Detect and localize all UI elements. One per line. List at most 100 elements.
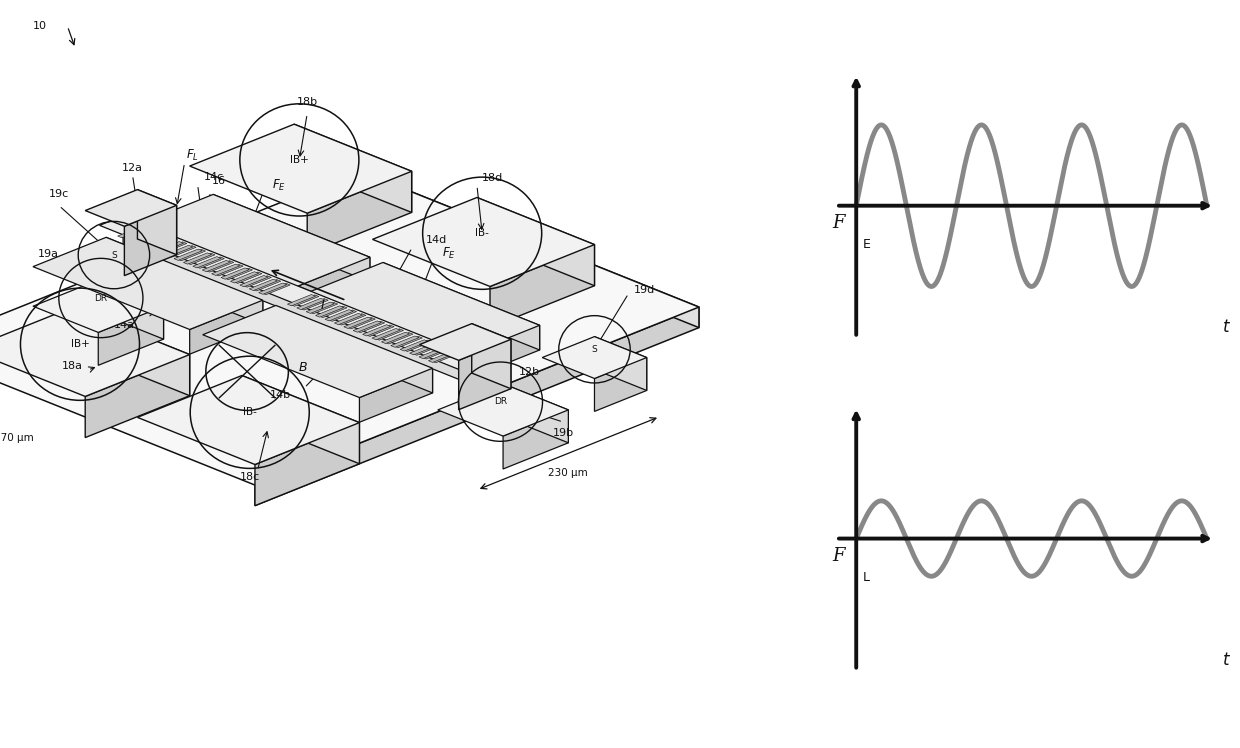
Polygon shape (177, 249, 206, 261)
Polygon shape (190, 124, 412, 213)
Text: DR: DR (94, 293, 108, 302)
Polygon shape (347, 317, 376, 329)
Text: S: S (591, 345, 598, 354)
Polygon shape (360, 171, 699, 328)
Polygon shape (99, 216, 489, 372)
Polygon shape (362, 325, 391, 336)
Polygon shape (262, 283, 290, 295)
Polygon shape (308, 171, 412, 254)
Polygon shape (243, 276, 272, 287)
Polygon shape (409, 343, 438, 355)
Text: t: t (1223, 318, 1229, 336)
Polygon shape (86, 190, 176, 227)
Polygon shape (419, 347, 448, 358)
Polygon shape (107, 237, 263, 325)
Polygon shape (120, 227, 149, 238)
Polygon shape (72, 307, 190, 396)
Polygon shape (124, 206, 176, 276)
Polygon shape (212, 264, 239, 275)
Polygon shape (275, 305, 433, 393)
Polygon shape (335, 313, 362, 325)
Polygon shape (383, 263, 539, 350)
Polygon shape (255, 307, 699, 506)
Polygon shape (184, 253, 212, 264)
Polygon shape (62, 242, 166, 284)
Text: L: L (862, 571, 869, 584)
Polygon shape (382, 332, 409, 343)
Polygon shape (594, 358, 647, 411)
Polygon shape (384, 333, 413, 344)
Polygon shape (98, 280, 164, 339)
Polygon shape (213, 194, 370, 282)
Polygon shape (296, 257, 370, 311)
Polygon shape (394, 337, 423, 348)
Polygon shape (413, 344, 441, 355)
Polygon shape (215, 265, 243, 276)
Polygon shape (196, 257, 224, 269)
Polygon shape (310, 263, 539, 355)
Text: 14b: 14b (270, 390, 291, 400)
Polygon shape (253, 280, 280, 291)
Polygon shape (401, 340, 428, 351)
Polygon shape (138, 375, 360, 465)
Polygon shape (343, 317, 372, 328)
Text: 18c: 18c (239, 472, 260, 482)
Polygon shape (309, 302, 337, 314)
Polygon shape (167, 245, 196, 257)
Polygon shape (490, 245, 594, 328)
Text: IB-: IB- (475, 228, 489, 238)
Polygon shape (391, 336, 419, 347)
Polygon shape (155, 242, 184, 253)
Text: 230 μm: 230 μm (548, 468, 588, 478)
Text: 19b: 19b (553, 429, 574, 438)
Text: $F_E$: $F_E$ (441, 246, 455, 261)
Polygon shape (130, 230, 159, 242)
Polygon shape (296, 298, 325, 310)
Polygon shape (466, 325, 539, 379)
Polygon shape (306, 302, 335, 313)
Polygon shape (503, 410, 568, 469)
Polygon shape (422, 348, 450, 359)
Text: F: F (832, 547, 844, 565)
Polygon shape (186, 253, 215, 265)
Text: 18a: 18a (62, 361, 83, 371)
Polygon shape (149, 238, 177, 250)
Polygon shape (33, 280, 164, 332)
Polygon shape (202, 305, 433, 398)
Polygon shape (325, 310, 353, 321)
Polygon shape (459, 340, 511, 410)
Text: 14c: 14c (203, 172, 223, 183)
Polygon shape (86, 355, 190, 438)
Polygon shape (432, 352, 460, 363)
Text: 16: 16 (212, 176, 226, 186)
Text: t: t (1223, 651, 1229, 669)
Polygon shape (118, 227, 146, 238)
Polygon shape (140, 194, 370, 286)
Polygon shape (542, 337, 647, 378)
Polygon shape (471, 324, 511, 389)
Polygon shape (353, 321, 382, 332)
Polygon shape (242, 375, 360, 464)
Text: F: F (832, 214, 844, 232)
Polygon shape (315, 306, 343, 317)
Polygon shape (114, 263, 166, 317)
Polygon shape (366, 325, 394, 337)
Polygon shape (594, 337, 647, 390)
Polygon shape (428, 351, 456, 362)
Polygon shape (192, 257, 221, 268)
Text: 10: 10 (32, 21, 47, 31)
Text: IB-: IB- (243, 408, 257, 417)
Polygon shape (165, 245, 192, 257)
Polygon shape (233, 272, 262, 283)
Polygon shape (33, 237, 263, 329)
Polygon shape (249, 279, 278, 290)
Polygon shape (146, 238, 174, 249)
Polygon shape (372, 197, 594, 286)
Polygon shape (329, 310, 357, 322)
Polygon shape (174, 249, 202, 260)
Polygon shape (503, 384, 568, 443)
Polygon shape (294, 124, 412, 212)
Text: DR: DR (494, 397, 507, 406)
Polygon shape (231, 272, 259, 283)
Polygon shape (224, 269, 253, 280)
